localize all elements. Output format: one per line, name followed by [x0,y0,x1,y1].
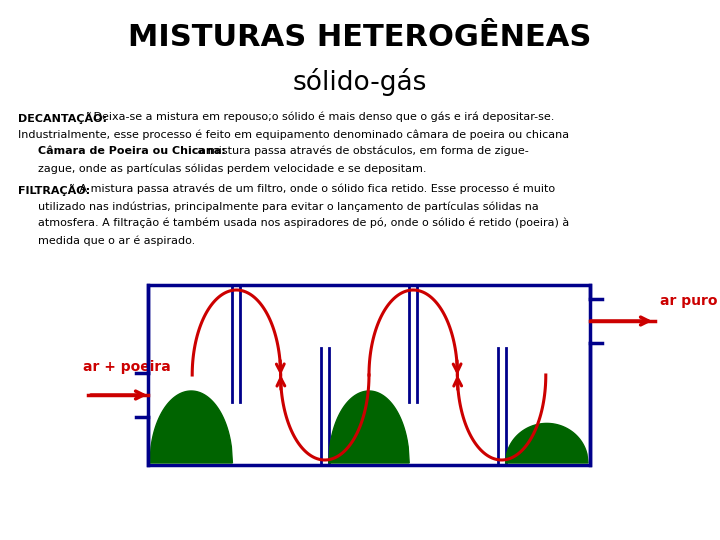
Text: medida que o ar é aspirado.: medida que o ar é aspirado. [38,235,195,246]
Text: DECANTAÇÃO:: DECANTAÇÃO: [18,112,107,124]
Polygon shape [505,423,588,463]
Polygon shape [150,391,233,463]
Text: FILTRAÇÃO:: FILTRAÇÃO: [18,184,90,196]
Text: A mistura passa através de um filtro, onde o sólido fica retido. Esse processo é: A mistura passa através de um filtro, on… [76,184,555,194]
Bar [148,285,590,465]
Text: Câmara de Poeira ou Chicana:: Câmara de Poeira ou Chicana: [38,146,226,156]
Text: ar + poeira: ar + poeira [83,360,171,374]
Text: utilizado nas indústrias, principalmente para evitar o lançamento de partículas : utilizado nas indústrias, principalmente… [38,201,539,212]
Text: atmosfera. A filtração é também usada nos aspiradores de pó, onde o sólido é ret: atmosfera. A filtração é também usada no… [38,218,570,228]
Polygon shape [329,391,409,463]
Text: a mistura passa através de obstáculos, em forma de zigue-: a mistura passa através de obstáculos, e… [194,146,528,157]
Text: zague, onde as partículas sólidas perdem velocidade e se depositam.: zague, onde as partículas sólidas perdem… [38,163,426,173]
Text: sólido-gás: sólido-gás [293,68,427,96]
Text: Deixa-se a mistura em repouso;o sólido é mais denso que o gás e irá depositar-se: Deixa-se a mistura em repouso;o sólido é… [90,112,554,123]
Text: Industrialmente, esse processo é feito em equipamento denominado câmara de poeir: Industrialmente, esse processo é feito e… [18,129,569,139]
Text: ar puro: ar puro [660,294,718,308]
Text: MISTURAS HETEROGÊNEAS: MISTURAS HETEROGÊNEAS [128,24,592,52]
